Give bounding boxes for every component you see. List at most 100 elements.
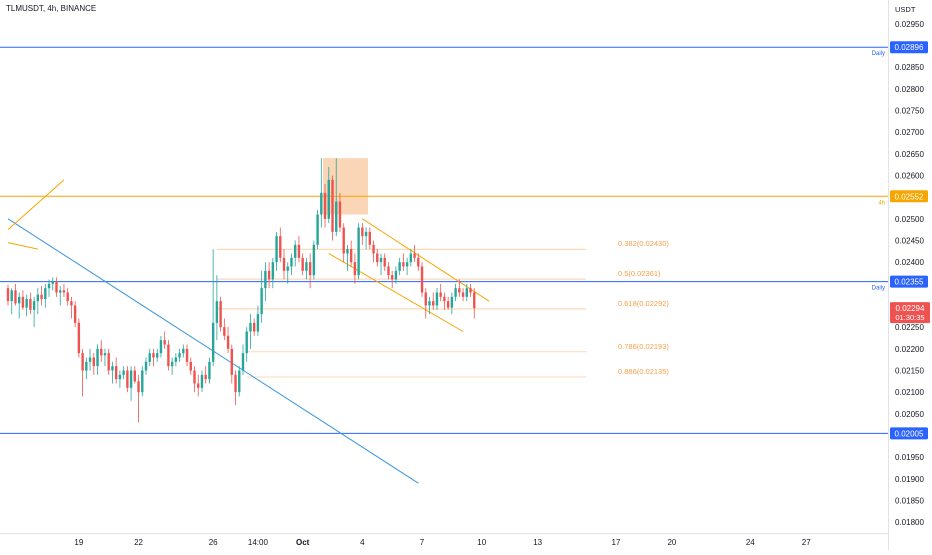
candle-body (62, 290, 66, 293)
fib-level-label: 0.618(0.02292) (618, 299, 669, 308)
time-tick-label: 27 (802, 538, 811, 547)
candle-body (387, 266, 390, 276)
price-tick-label: 0.02200 (895, 345, 924, 354)
price-level-badge[interactable] (890, 41, 928, 54)
price-level-badge[interactable] (890, 275, 928, 288)
candle-body (260, 288, 263, 315)
candle-body (327, 179, 330, 219)
countdown-label: 01:30:35 (895, 313, 924, 322)
time-tick-label: 22 (134, 538, 143, 547)
time-tick-label: 26 (209, 538, 218, 547)
candle-body (223, 327, 226, 336)
candle-body (424, 292, 427, 306)
candle-body (6, 288, 10, 302)
candle-body (137, 381, 140, 393)
candle-body (271, 262, 275, 280)
candle-body (178, 353, 181, 358)
price-level-badge-label: 0.02552 (895, 192, 924, 201)
candle-body (73, 305, 77, 323)
price-level-badge[interactable] (890, 190, 928, 203)
candle-body (413, 253, 416, 258)
candle-body (167, 344, 170, 367)
candle-body (432, 301, 435, 306)
price-level-badge-label: 0.02355 (895, 278, 924, 287)
candle-body (148, 353, 151, 362)
candle-body (294, 244, 297, 258)
candle-body (461, 292, 465, 297)
time-tick-label: 14:00 (248, 538, 269, 547)
current-price-badge[interactable] (890, 302, 930, 324)
candle-body (107, 353, 110, 371)
trendline[interactable] (7, 179, 65, 231)
candle-body (379, 257, 383, 263)
candle-body (197, 383, 200, 388)
price-tick-label: 0.01800 (895, 518, 924, 527)
candle-body (193, 370, 196, 384)
candle-body (159, 340, 163, 354)
candle-body (301, 257, 304, 271)
highlight-box[interactable] (323, 158, 369, 215)
candle-body (409, 253, 413, 263)
trendline[interactable] (362, 218, 490, 302)
candle-body (118, 374, 122, 380)
price-tick-label: 0.02950 (895, 20, 924, 29)
candle-body (126, 370, 129, 388)
current-price-label: 0.02294 (896, 304, 925, 313)
candle-body (152, 353, 155, 358)
candle-body (122, 370, 125, 375)
candle-body (439, 292, 442, 297)
time-tick-label: 24 (746, 538, 755, 547)
candle-body (55, 281, 58, 293)
candle-body (185, 348, 189, 362)
candle-body (114, 366, 118, 380)
candle-body (88, 357, 92, 362)
candle-body (182, 348, 185, 354)
price-tick-label: 0.02500 (895, 215, 924, 224)
price-tick-label: 0.01850 (895, 497, 924, 506)
candle-body (335, 201, 338, 232)
candle-body (267, 270, 271, 280)
fib-level-label: 0.5(0.02361) (618, 269, 661, 278)
candle-body (51, 281, 54, 284)
price-tick-label: 0.02750 (895, 107, 924, 116)
candle-body (44, 288, 47, 299)
candle-body (346, 249, 349, 254)
candle-body (458, 288, 461, 293)
candle-body (200, 374, 204, 388)
candle-body (163, 340, 166, 345)
candle-body (133, 370, 137, 382)
fib-level-label: 0.886(0.02135) (618, 367, 669, 376)
candle-body (141, 370, 144, 393)
candle-body (320, 192, 323, 215)
candle-body (312, 244, 316, 276)
candle-body (241, 353, 245, 371)
trendline[interactable] (7, 242, 38, 250)
candle-body (338, 201, 342, 228)
candle-body (402, 262, 405, 267)
candle-body (264, 270, 267, 289)
price-level-badge[interactable] (890, 427, 928, 440)
candle-body (342, 227, 345, 254)
time-tick-label: Oct (296, 538, 310, 547)
price-level-badge-label: 0.02896 (895, 43, 924, 52)
candle-body (111, 366, 114, 371)
candle-body (29, 299, 32, 310)
candle-body (40, 294, 43, 299)
candle-body (469, 288, 472, 293)
candle-body (96, 348, 99, 367)
candle-body (249, 322, 252, 332)
candle-body (420, 266, 424, 293)
level-note: 4h (878, 200, 885, 206)
price-axis-unit: USDT (895, 5, 916, 14)
candle-body (428, 301, 431, 306)
candle-body (275, 236, 278, 263)
candle-body (383, 257, 386, 267)
time-tick-label: 10 (477, 538, 486, 547)
price-tick-label: 0.02450 (895, 237, 924, 246)
price-tick-label: 0.02800 (895, 85, 924, 94)
trendline[interactable] (328, 253, 464, 332)
level-note: Daily (872, 51, 885, 57)
price-tick-label: 0.02850 (895, 63, 924, 72)
